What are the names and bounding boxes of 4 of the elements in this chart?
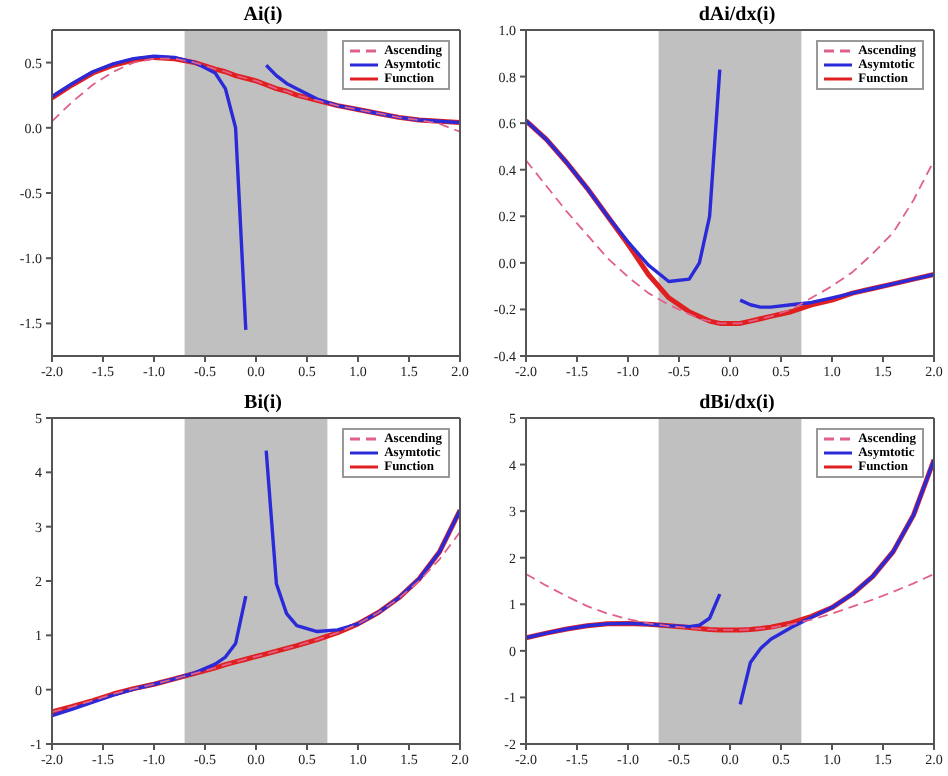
chart-title: Bi(i) xyxy=(242,392,284,414)
chart-title: Ai(i) xyxy=(241,4,285,26)
chart-title: dAi/dx(i) xyxy=(696,4,778,26)
chart-title: dBi/dx(i) xyxy=(697,392,777,414)
